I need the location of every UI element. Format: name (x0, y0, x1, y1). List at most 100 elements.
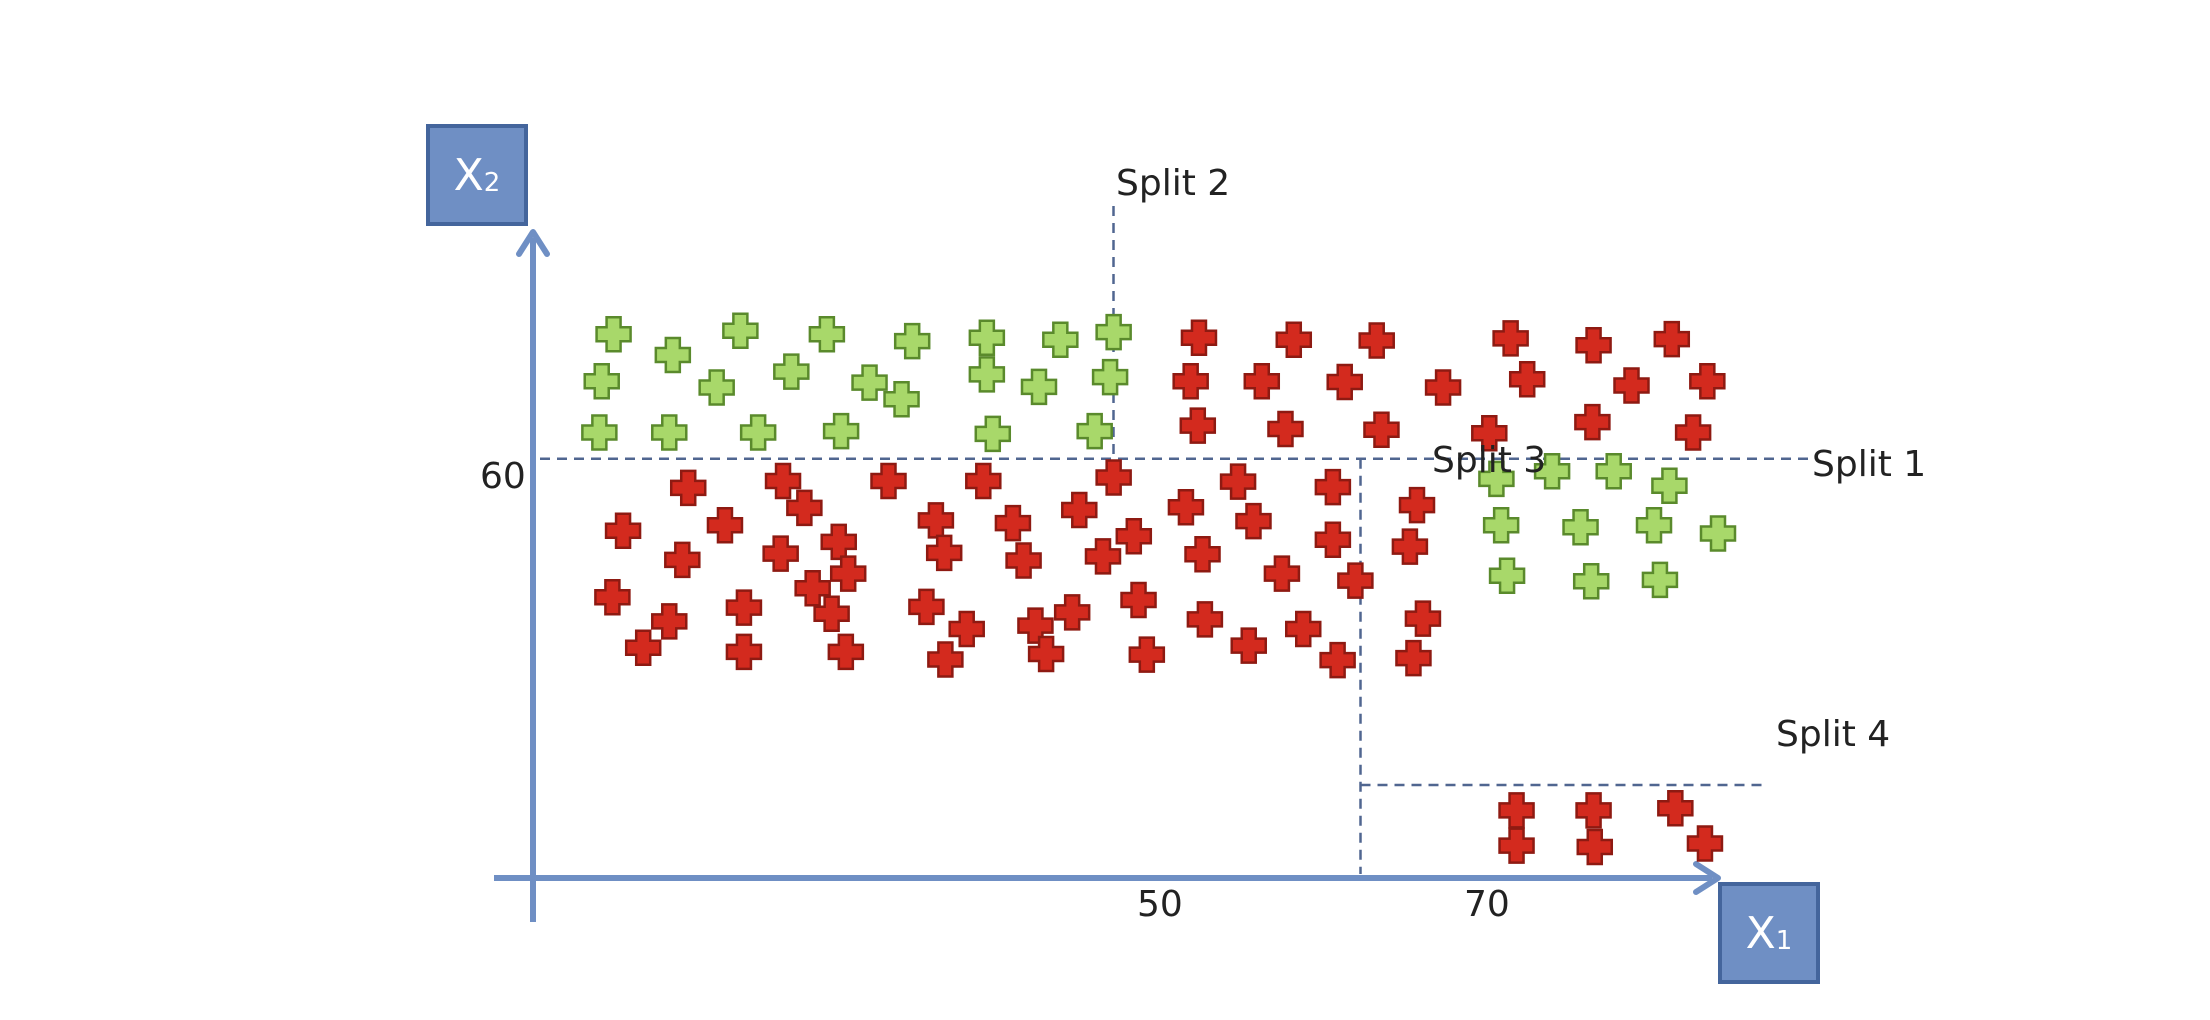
y-axis-label-subscript: 2 (483, 168, 501, 198)
red-plus-point (813, 595, 850, 633)
green-plus-point (583, 363, 620, 400)
red-plus-point (794, 569, 831, 607)
red-plus-point (1267, 410, 1304, 448)
red-plus-point (664, 541, 701, 579)
red-plus-point (1404, 600, 1442, 637)
green-plus-point (1488, 557, 1526, 594)
data-points (581, 312, 1737, 866)
red-plus-point (1326, 363, 1363, 401)
red-plus-point (827, 633, 865, 671)
red-plus-point (604, 512, 642, 550)
red-plus-point (669, 469, 707, 507)
green-plus-point (1020, 368, 1058, 406)
red-plus-point (651, 603, 688, 640)
red-plus-point (1686, 825, 1724, 862)
red-plus-point (725, 589, 763, 626)
red-plus-point (706, 506, 744, 544)
red-plus-point (1186, 601, 1224, 638)
red-plus-point (1508, 360, 1546, 398)
red-plus-point (1180, 319, 1218, 356)
green-plus-point (968, 356, 1006, 393)
red-plus-point (762, 535, 799, 572)
red-plus-point (1061, 491, 1098, 529)
green-plus-point (1562, 509, 1599, 546)
red-plus-point (1005, 542, 1042, 579)
y-axis-label: X (453, 149, 484, 201)
green-plus-point (722, 312, 759, 350)
red-plus-point (1128, 636, 1166, 673)
red-plus-point (1275, 321, 1313, 359)
red-plus-point (1120, 581, 1157, 619)
red-plus-point (1219, 463, 1257, 500)
green-plus-point (1641, 561, 1679, 599)
red-plus-point (764, 462, 802, 500)
axes (494, 229, 1721, 922)
red-plus-point (908, 588, 945, 626)
red-plus-point (1235, 502, 1272, 540)
red-plus-point (594, 578, 631, 616)
green-plus-point (773, 353, 810, 390)
red-plus-point (1391, 528, 1429, 565)
red-plus-point (925, 534, 963, 572)
green-plus-point (1595, 453, 1632, 490)
red-plus-point (1657, 790, 1694, 827)
green-plus-point (1095, 313, 1132, 351)
red-plus-point (624, 629, 662, 666)
split-3-label: Split 3 (1432, 440, 1547, 481)
red-plus-point (1613, 367, 1650, 404)
red-plus-point (1243, 363, 1281, 400)
x-tick-50: 50 (1137, 884, 1183, 925)
red-plus-point (1395, 639, 1432, 677)
red-plus-point (1674, 414, 1712, 451)
red-plus-point (820, 523, 857, 561)
red-plus-point (1263, 555, 1301, 592)
y-axis-arrowhead (516, 229, 550, 257)
red-plus-point (1184, 536, 1221, 573)
green-plus-point (1091, 358, 1129, 396)
red-plus-point (994, 504, 1032, 542)
green-plus-point (739, 414, 777, 451)
red-plus-point (1358, 322, 1395, 359)
green-plus-point (1572, 563, 1610, 600)
red-plus-point (1314, 521, 1352, 559)
red-plus-point (917, 502, 955, 539)
green-plus-point (595, 315, 632, 353)
red-plus-point (1424, 369, 1462, 406)
green-plus-point (1533, 453, 1571, 490)
red-plus-point (1492, 320, 1529, 357)
red-plus-point (1319, 641, 1356, 679)
red-plus-point (1230, 627, 1267, 664)
green-plus-point (1482, 506, 1520, 544)
x-axis-label: X (1745, 907, 1776, 959)
x-tick-70: 70 (1464, 884, 1510, 925)
red-plus-point (725, 633, 763, 671)
green-plus-point (822, 412, 860, 450)
red-plus-point (1172, 363, 1209, 400)
green-plus-point (893, 322, 931, 360)
red-plus-point (1179, 407, 1217, 444)
green-plus-point (698, 369, 735, 406)
red-plus-point (1576, 828, 1614, 866)
green-plus-point (654, 336, 692, 374)
red-plus-point (1314, 468, 1352, 506)
red-plus-point (1027, 635, 1065, 673)
green-plus-point (651, 414, 688, 451)
red-plus-point (1498, 827, 1535, 864)
red-plus-point (1053, 594, 1091, 631)
red-plus-point (1575, 792, 1612, 829)
red-plus-point (1337, 562, 1374, 599)
red-plus-point (1167, 488, 1205, 526)
red-plus-point (1363, 411, 1400, 448)
split-2-label: Split 2 (1116, 163, 1231, 204)
green-plus-point (968, 319, 1006, 356)
red-plus-point (1285, 610, 1322, 648)
green-plus-point (883, 381, 920, 418)
red-plus-point (1689, 363, 1726, 400)
red-plus-point (1398, 486, 1436, 524)
red-plus-point (948, 610, 985, 648)
green-plus-point (851, 364, 888, 401)
